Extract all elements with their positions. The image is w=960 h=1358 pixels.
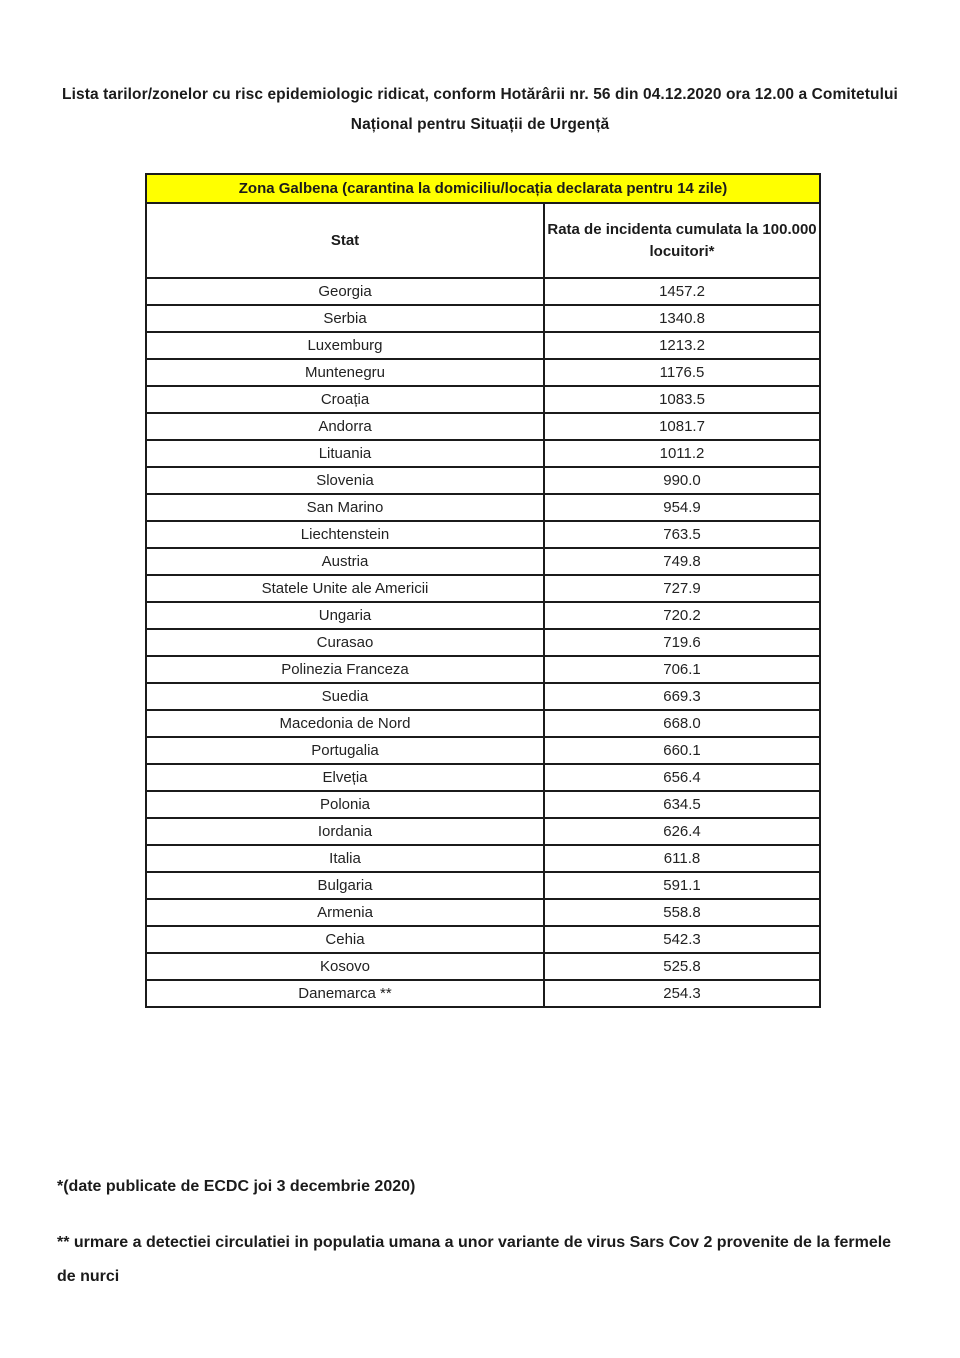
stat-cell: Portugalia xyxy=(145,736,545,765)
stat-cell: Kosovo xyxy=(145,952,545,981)
stat-cell: Andorra xyxy=(145,412,545,441)
table-row: Kosovo 525.8 xyxy=(145,952,822,981)
rate-cell: 669.3 xyxy=(542,682,822,711)
rate-cell: 542.3 xyxy=(542,925,822,954)
column-header-row: Stat Rata de incidenta cumulata la 100.0… xyxy=(145,202,822,279)
rate-cell: 1457.2 xyxy=(542,277,822,306)
footnotes: *(date publicate de ECDC joi 3 decembrie… xyxy=(57,1178,905,1294)
table-row: Danemarca ** 254.3 xyxy=(145,979,822,1008)
table-row: Lituania 1011.2 xyxy=(145,439,822,468)
table-row: Iordania 626.4 xyxy=(145,817,822,846)
rate-cell: 656.4 xyxy=(542,763,822,792)
table-row: Bulgaria 591.1 xyxy=(145,871,822,900)
rate-cell: 1213.2 xyxy=(542,331,822,360)
table-row: Muntenegru 1176.5 xyxy=(145,358,822,387)
table-row: Georgia 1457.2 xyxy=(145,277,822,306)
footnote-ecdc: *(date publicate de ECDC joi 3 decembrie… xyxy=(57,1178,416,1195)
rate-cell: 626.4 xyxy=(542,817,822,846)
rate-cell: 591.1 xyxy=(542,871,822,900)
rate-cell: 668.0 xyxy=(542,709,822,738)
column-header-stat: Stat xyxy=(145,202,545,279)
stat-cell: San Marino xyxy=(145,493,545,522)
table-row: Serbia 1340.8 xyxy=(145,304,822,333)
stat-cell: Austria xyxy=(145,547,545,576)
rate-cell: 660.1 xyxy=(542,736,822,765)
rate-cell: 719.6 xyxy=(542,628,822,657)
rate-cell: 525.8 xyxy=(542,952,822,981)
table-row: Polinezia Franceza 706.1 xyxy=(145,655,822,684)
stat-cell: Ungaria xyxy=(145,601,545,630)
table-row: Curasao 719.6 xyxy=(145,628,822,657)
stat-cell: Danemarca ** xyxy=(145,979,545,1008)
stat-cell: Armenia xyxy=(145,898,545,927)
stat-cell: Polonia xyxy=(145,790,545,819)
stat-cell: Slovenia xyxy=(145,466,545,495)
rate-cell: 727.9 xyxy=(542,574,822,603)
stat-cell: Muntenegru xyxy=(145,358,545,387)
table-row: Slovenia 990.0 xyxy=(145,466,822,495)
stat-cell: Curasao xyxy=(145,628,545,657)
table-row: Croația 1083.5 xyxy=(145,385,822,414)
table-row: Statele Unite ale Americii 727.9 xyxy=(145,574,822,603)
stat-cell: Bulgaria xyxy=(145,871,545,900)
stat-cell: Elveția xyxy=(145,763,545,792)
zone-header-row: Zona Galbena (carantina la domiciliu/loc… xyxy=(144,173,822,204)
table-row: Armenia 558.8 xyxy=(145,898,822,927)
stat-cell: Liechtenstein xyxy=(145,520,545,549)
rate-cell: 1081.7 xyxy=(542,412,822,441)
rate-cell: 1083.5 xyxy=(542,385,822,414)
rate-cell: 954.9 xyxy=(542,493,822,522)
zone-header: Zona Galbena (carantina la domiciliu/loc… xyxy=(144,173,822,204)
table-row: Andorra 1081.7 xyxy=(145,412,822,441)
footnote-mink: ** urmare a detectiei circulatiei in pop… xyxy=(57,1234,892,1285)
rate-cell: 1176.5 xyxy=(542,358,822,387)
table-row: Portugalia 660.1 xyxy=(145,736,822,765)
rate-cell: 763.5 xyxy=(542,520,822,549)
table-row: Polonia 634.5 xyxy=(145,790,822,819)
stat-cell: Georgia xyxy=(145,277,545,306)
rate-cell: 1340.8 xyxy=(542,304,822,333)
rate-cell: 1011.2 xyxy=(542,439,822,468)
stat-cell: Croația xyxy=(145,385,545,414)
rate-cell: 720.2 xyxy=(542,601,822,630)
stat-cell: Suedia xyxy=(145,682,545,711)
stat-cell: Statele Unite ale Americii xyxy=(145,574,545,603)
rate-cell: 749.8 xyxy=(542,547,822,576)
stat-cell: Cehia xyxy=(145,925,545,954)
rate-cell: 558.8 xyxy=(542,898,822,927)
table-row: San Marino 954.9 xyxy=(145,493,822,522)
stat-cell: Macedonia de Nord xyxy=(145,709,545,738)
table-body: Georgia 1457.2 Serbia 1340.8 Luxemburg 1… xyxy=(145,277,822,1008)
table-row: Luxemburg 1213.2 xyxy=(145,331,822,360)
risk-table: Zona Galbena (carantina la domiciliu/loc… xyxy=(144,173,822,1008)
table-row: Elveția 656.4 xyxy=(145,763,822,792)
stat-cell: Italia xyxy=(145,844,545,873)
rate-cell: 254.3 xyxy=(542,979,822,1008)
table-row: Italia 611.8 xyxy=(145,844,822,873)
stat-cell: Iordania xyxy=(145,817,545,846)
rate-cell: 634.5 xyxy=(542,790,822,819)
table-row: Liechtenstein 763.5 xyxy=(145,520,822,549)
stat-cell: Luxemburg xyxy=(145,331,545,360)
table-row: Suedia 669.3 xyxy=(145,682,822,711)
document-title: Lista tarilor/zonelor cu risc epidemiolo… xyxy=(62,86,898,133)
table-row: Cehia 542.3 xyxy=(145,925,822,954)
table-row: Macedonia de Nord 668.0 xyxy=(145,709,822,738)
stat-cell: Serbia xyxy=(145,304,545,333)
stat-cell: Polinezia Franceza xyxy=(145,655,545,684)
table-row: Austria 749.8 xyxy=(145,547,822,576)
rate-cell: 990.0 xyxy=(542,466,822,495)
rate-cell: 611.8 xyxy=(542,844,822,873)
rate-cell: 706.1 xyxy=(542,655,822,684)
table-row: Ungaria 720.2 xyxy=(145,601,822,630)
stat-cell: Lituania xyxy=(145,439,545,468)
column-header-rate: Rata de incidenta cumulata la 100.000 lo… xyxy=(542,202,822,279)
